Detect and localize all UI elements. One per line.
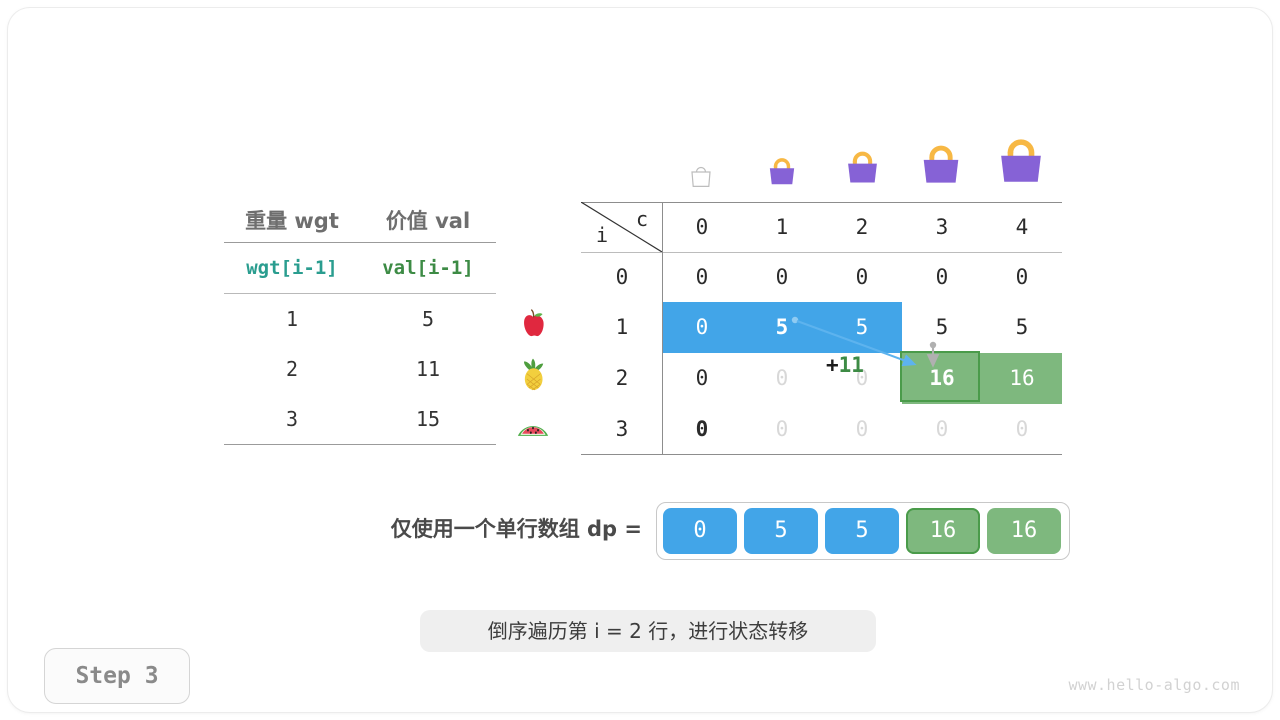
corner-row-label: i: [595, 223, 609, 247]
dp-vertical-rule: [662, 202, 663, 454]
dp-cell-1-3: 5: [935, 315, 949, 339]
row-header-0: 0: [615, 265, 629, 289]
watermelon-icon: [513, 410, 553, 452]
dp-cell-2-1: 0: [775, 366, 789, 390]
dp-cell-2-0: 0: [695, 366, 709, 390]
dp-cell-0-3: 0: [935, 265, 949, 289]
val-2: 11: [415, 357, 441, 381]
corner-diagonal-icon: [581, 202, 662, 252]
added-value: 11: [838, 353, 864, 377]
col-header-4: 4: [1015, 215, 1029, 239]
wgt-1: 1: [285, 307, 299, 331]
dp-cell-2-2: 0: [855, 366, 869, 390]
caption-text: 倒序遍历第 i = 2 行，进行状态转移: [420, 610, 876, 652]
dp-cell-3-3: 0: [935, 417, 949, 441]
bag-icon-2: [848, 151, 877, 183]
pineapple-icon: [513, 358, 553, 398]
row-header-1: 1: [615, 315, 629, 339]
step-badge: Step 3: [44, 648, 190, 704]
dp-cell-3-0: 0: [695, 417, 709, 441]
dp-array-cell-2[interactable]: 5: [825, 508, 899, 554]
header-value: 价值 val: [385, 209, 471, 233]
dp-cell-0-4: 0: [1015, 265, 1029, 289]
watermark: www.hello-algo.com: [1068, 676, 1240, 694]
weight-value-header-row: 重量 wgt 价值 val: [224, 198, 496, 242]
dp-array-cell-0[interactable]: 0: [663, 508, 737, 554]
divider-mid: [224, 293, 496, 294]
col-header-2: 2: [855, 215, 869, 239]
dp-bottom-rule: [581, 454, 1062, 455]
apple-icon: [513, 308, 553, 348]
dp-cell-3-1: 0: [775, 417, 789, 441]
dp-cell-1-0: 0: [695, 315, 709, 339]
wgt-2: 2: [285, 357, 299, 381]
val-3: 15: [415, 407, 441, 431]
dp-cell-1-2: 5: [855, 315, 869, 339]
plus-sign: +: [826, 353, 839, 377]
col-header-1: 1: [775, 215, 789, 239]
table-row: 2 11: [224, 344, 496, 394]
dp-cell-3-2: 0: [855, 417, 869, 441]
dp-cell-2-3: 16: [929, 366, 955, 390]
dp-array-label: 仅使用一个单行数组 dp =: [390, 517, 642, 541]
dp-cell-0-0: 0: [695, 265, 709, 289]
dp-cell-2-4: 16: [1009, 366, 1035, 390]
dp-cell-3-4: 0: [1015, 417, 1029, 441]
divider-top: [224, 242, 496, 243]
row-header-3: 3: [615, 417, 629, 441]
corner-col-label: c: [635, 207, 649, 231]
illustration-card: 重量 wgt 价值 val wgt[i-1] val[i-1] 1 5 2 11…: [8, 8, 1272, 712]
dp-array: 0 5 5 16 16: [656, 502, 1070, 560]
dp-cell-0-1: 0: [775, 265, 789, 289]
col-header-0: 0: [695, 215, 709, 239]
val-expression: val[i-1]: [382, 257, 474, 279]
table-row: 1 5: [224, 294, 496, 344]
dp-table: c i 0 1 2 3 4 0 1 2 3 0 0 0 0 0 0 5 5 5 …: [581, 202, 1062, 455]
bag-icon-0: [691, 166, 711, 187]
weight-value-table: 重量 wgt 价值 val wgt[i-1] val[i-1] 1 5 2 11…: [224, 198, 496, 445]
dp-top-rule: [581, 202, 1062, 203]
dp-array-cell-3[interactable]: 16: [906, 508, 980, 554]
code-row: wgt[i-1] val[i-1]: [224, 243, 496, 293]
value-add-annotation: +11: [826, 353, 864, 377]
wgt-expression: wgt[i-1]: [246, 257, 338, 279]
val-1: 5: [421, 307, 435, 331]
bag-icon-3: [923, 145, 959, 183]
row-header-2: 2: [615, 366, 629, 390]
dp-cell-1-1: 5: [775, 315, 789, 339]
table-row: 3 15: [224, 394, 496, 444]
dp-array-cell-4[interactable]: 16: [987, 508, 1061, 554]
wgt-3: 3: [285, 407, 299, 431]
dp-header-rule: [581, 252, 1062, 253]
bag-icon-4: [1001, 139, 1041, 182]
divider-bottom: [224, 444, 496, 445]
bag-icon-1: [769, 158, 795, 185]
col-header-3: 3: [935, 215, 949, 239]
dp-cell-0-2: 0: [855, 265, 869, 289]
dp-cell-1-4: 5: [1015, 315, 1029, 339]
dp-array-cell-1[interactable]: 5: [744, 508, 818, 554]
header-weight: 重量 wgt: [245, 209, 339, 233]
